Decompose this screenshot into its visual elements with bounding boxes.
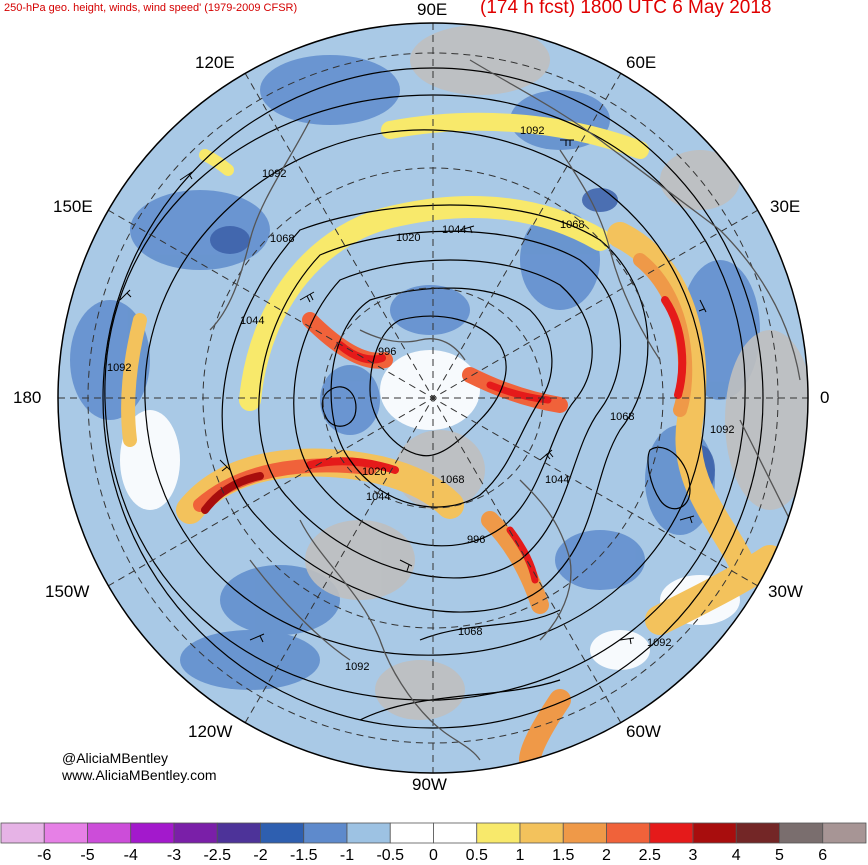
colorbar (0, 822, 867, 844)
lon-label-180: 180 (13, 388, 42, 407)
colorbar-label: -6 (37, 847, 52, 864)
contour-label: 1020 (396, 232, 420, 244)
colorbar-label: 3 (688, 847, 698, 864)
lon-label-150w: 150W (45, 582, 90, 601)
colorbar-swatch (346, 822, 391, 844)
lon-label-120w: 120W (188, 722, 233, 741)
colorbar-label: 1 (515, 847, 525, 864)
colorbar-swatch (433, 822, 478, 844)
colorbar-swatch (519, 822, 564, 844)
contour-label: 1044 (545, 474, 569, 486)
colorbar-label: -1.5 (289, 847, 318, 864)
colorbar-swatch (130, 822, 175, 844)
lon-label-150e: 150E (53, 197, 93, 216)
contour-label: 1092 (520, 125, 544, 137)
coastlines (209, 59, 801, 761)
colorbar-label: 1.5 (552, 847, 575, 864)
contour-labels: 1092 1092 1068 1068 1044 1020 1044 996 1… (107, 125, 734, 673)
colorbar-swatch (606, 822, 651, 844)
colorbar-swatch (779, 822, 824, 844)
lon-label-30e: 30E (770, 197, 801, 216)
colorbar-label: 0.5 (465, 847, 488, 864)
contour-label: 1092 (647, 637, 671, 649)
map-border (57, 22, 809, 774)
colorbar-label: 4 (731, 847, 741, 864)
colorbar-swatch (476, 822, 521, 844)
contour-label: 1020 (362, 466, 386, 478)
colorbar-swatch (735, 822, 780, 844)
contour-label: 1068 (440, 474, 464, 486)
contour-label: 1092 (345, 661, 369, 673)
colorbar-label: -2 (253, 847, 268, 864)
colorbar-label: -5 (80, 847, 95, 864)
colorbar-swatch (389, 822, 434, 844)
colorbar-swatch (562, 822, 607, 844)
polar-stereographic-map: 1092 1092 1068 1068 1044 1020 1044 996 1… (57, 22, 809, 774)
colorbar-swatch (692, 822, 737, 844)
colorbar-swatch (260, 822, 305, 844)
graticule (58, 23, 808, 773)
colorbar-label: 5 (775, 847, 784, 864)
colorbar-label: -4 (123, 847, 138, 864)
lon-label-90w: 90W (412, 775, 447, 794)
forecast-valid-time: (174 h fcst) 1800 UTC 6 May 2018 (480, 0, 772, 18)
jet-streak-fill (121, 112, 785, 771)
colorbar-swatch (43, 822, 88, 844)
lon-label-60e: 60E (626, 53, 657, 72)
colorbar-swatch (303, 822, 348, 844)
credit-website: www.AliciaMBentley.com (62, 767, 217, 783)
product-title: 250-hPa geo. height, winds, wind speed' … (4, 2, 298, 14)
contour-label: 1068 (560, 219, 584, 231)
contour-label: 1092 (262, 168, 286, 180)
contour-label: 1068 (458, 626, 482, 638)
negative-anomaly-fill (70, 55, 760, 690)
contour-label: 1044 (240, 315, 264, 327)
wind-barbs (119, 139, 707, 645)
colorbar-label: -3 (166, 847, 182, 864)
lon-label-30w: 30W (768, 582, 803, 601)
lon-label-90e: 90E (417, 0, 448, 19)
colorbar-label: 2 (602, 847, 611, 864)
contour-label: 1068 (610, 411, 634, 423)
lon-label-120e: 120E (195, 53, 235, 72)
lon-label-60w: 60W (626, 722, 661, 741)
contour-label: 1092 (710, 424, 734, 436)
map-disk (58, 23, 808, 773)
colorbar-label: -2.5 (203, 847, 232, 864)
colorbar-swatch (822, 822, 867, 844)
colorbar-label: -1 (339, 847, 355, 864)
colorbar-swatch (173, 822, 218, 844)
colorbar-label: 6 (818, 847, 828, 864)
colorbar-label: -0.5 (376, 847, 405, 864)
contour-label: 996 (378, 346, 396, 358)
contour-label: 1044 (366, 491, 390, 503)
credit-handle: @AliciaMBentley (62, 750, 169, 766)
lon-label-0: 0 (820, 388, 830, 407)
contour-label: 1092 (107, 362, 131, 374)
colorbar-swatch (0, 822, 45, 844)
colorbar-swatch (649, 822, 694, 844)
colorbar-swatch (87, 822, 132, 844)
neutral-land-fill (305, 25, 808, 720)
colorbar-label: 2.5 (638, 847, 661, 864)
contour-label: 1044 (442, 224, 466, 236)
contour-label: 1068 (270, 233, 294, 245)
contour-label: 996 (467, 534, 485, 546)
colorbar-swatch (216, 822, 261, 844)
colorbar-label: 0 (429, 847, 438, 864)
